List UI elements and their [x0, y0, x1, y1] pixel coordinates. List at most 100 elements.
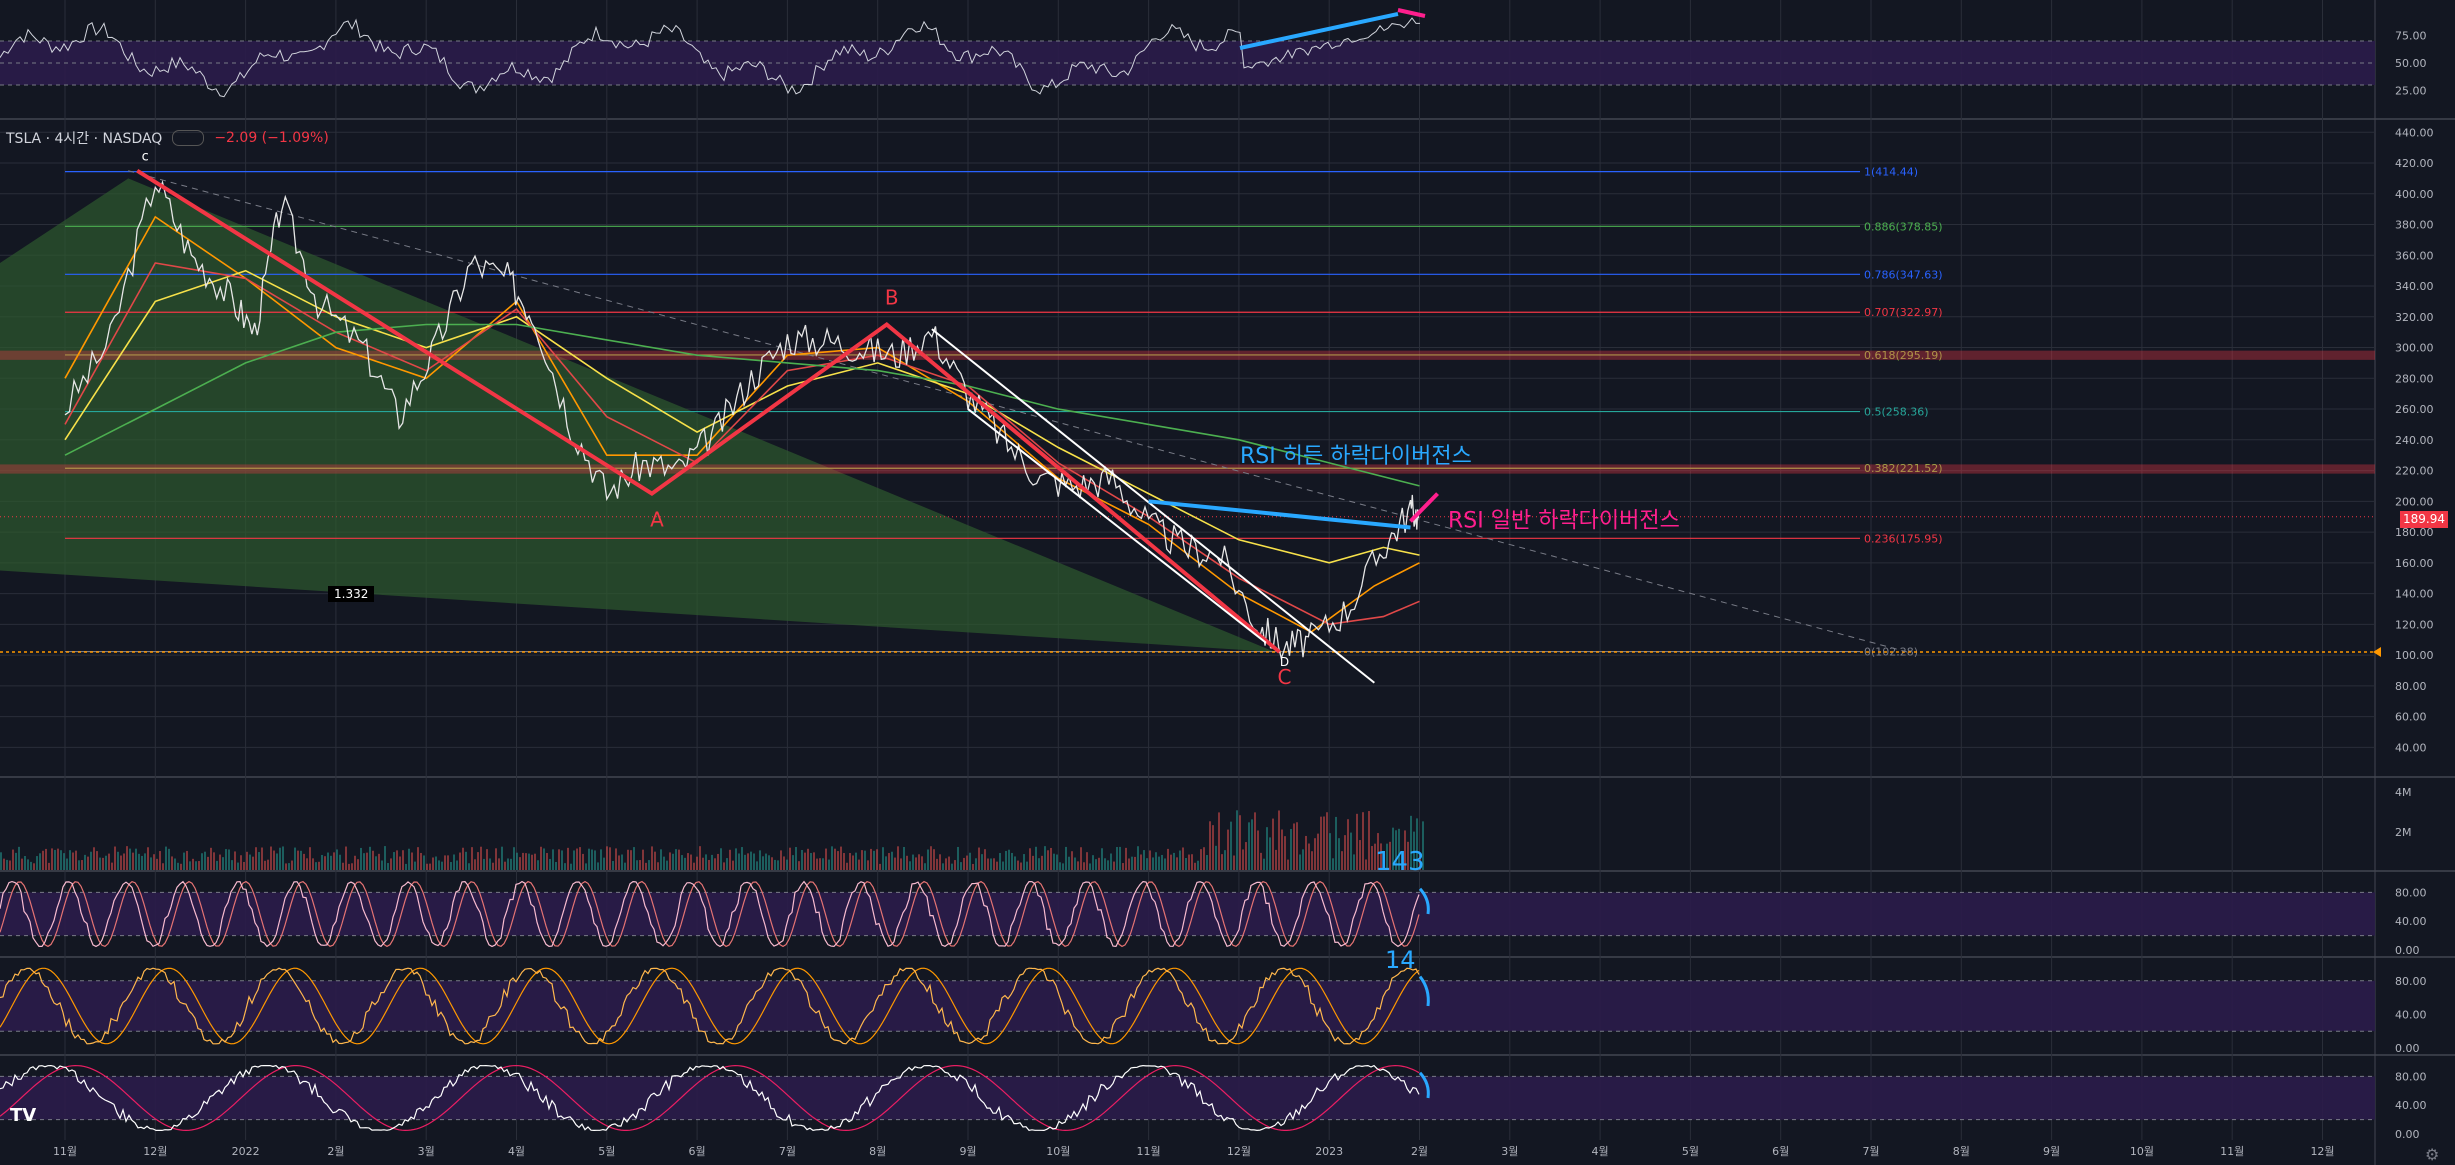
volume-bar	[93, 847, 95, 870]
volume-bar	[414, 861, 416, 870]
volume-bar	[441, 861, 443, 870]
stoch-tick-label: 0.00	[2395, 944, 2420, 957]
volume-bar	[393, 852, 395, 870]
price-tick-label: 420.00	[2395, 157, 2434, 170]
volume-bar	[573, 850, 575, 870]
volume-bar	[705, 854, 707, 870]
volume-bar	[549, 858, 551, 870]
volume-bar	[1026, 861, 1028, 870]
volume-bar	[612, 860, 614, 870]
volume-bar	[921, 856, 923, 870]
volume-bar	[342, 862, 344, 870]
volume-bar	[1383, 853, 1385, 870]
volume-bar	[843, 853, 845, 870]
volume-bar	[681, 855, 683, 870]
volume-bar	[1302, 849, 1304, 870]
price-tick-label: 320.00	[2395, 311, 2434, 324]
volume-tick-label: 4M	[2395, 786, 2412, 799]
volume-bar	[123, 853, 125, 870]
volume-bar	[966, 855, 968, 870]
volume-bar	[915, 857, 917, 870]
volume-bar	[669, 852, 671, 870]
volume-bar	[498, 858, 500, 870]
price-tick-label: 160.00	[2395, 557, 2434, 570]
volume-bar	[855, 852, 857, 870]
volume-bar	[1356, 813, 1358, 870]
volume-bar	[906, 855, 908, 870]
volume-bar	[621, 854, 623, 870]
volume-bar	[645, 862, 647, 870]
volume-bar	[672, 853, 674, 870]
volume-bar	[1020, 862, 1022, 870]
volume-bar	[1359, 840, 1361, 870]
volume-bar	[1257, 830, 1259, 870]
volume-bar	[822, 858, 824, 870]
x-tick-label: 2022	[232, 1145, 260, 1158]
volume-bar	[390, 858, 392, 870]
volume-bar	[783, 856, 785, 870]
volume-bar	[1053, 853, 1055, 870]
visibility-toggle[interactable]	[172, 130, 205, 146]
volume-bar	[111, 862, 113, 870]
volume-bar	[195, 861, 197, 870]
volume-bar	[1056, 854, 1058, 870]
volume-bar	[510, 858, 512, 870]
stoch-tick-label: 40.00	[2395, 1008, 2427, 1021]
volume-bar	[930, 846, 932, 870]
volume-bar	[885, 856, 887, 870]
fib-label: 0.618(295.19)	[1864, 349, 1943, 362]
fib-label: 0.236(175.95)	[1864, 532, 1943, 545]
volume-bar	[882, 847, 884, 870]
tradingview-logo-icon[interactable]: TV	[10, 1105, 37, 1126]
volume-bar	[384, 846, 386, 870]
volume-bar	[1287, 859, 1289, 870]
x-tick-label: 11월	[2220, 1145, 2244, 1158]
regular-divergence-line	[1409, 492, 1439, 523]
volume-bar	[1008, 849, 1010, 870]
volume-bar	[1386, 843, 1388, 870]
x-tick-label: 6월	[1772, 1145, 1789, 1158]
volume-bar	[228, 849, 230, 870]
volume-bar	[252, 856, 254, 870]
volume-bar	[1068, 856, 1070, 870]
volume-bar	[1239, 815, 1241, 870]
x-tick-label: 12월	[2310, 1145, 2334, 1158]
volume-bar	[540, 846, 542, 870]
volume-bar	[894, 857, 896, 870]
volume-bar	[1254, 812, 1256, 870]
volume-bar	[1182, 847, 1184, 870]
volume-bar	[1116, 847, 1118, 870]
volume-bar	[600, 849, 602, 870]
volume-bar	[1041, 855, 1043, 870]
volume-bar	[825, 848, 827, 870]
volume-bar	[456, 860, 458, 870]
rsi-line	[0, 17, 1420, 98]
hidden-divergence-label: RSI 히든 하락다이버전스	[1240, 444, 1472, 469]
volume-bar	[999, 853, 1001, 870]
volume-bar	[660, 849, 662, 870]
volume-bar	[696, 856, 698, 870]
volume-bar	[60, 850, 62, 870]
volume-bar	[861, 850, 863, 870]
volume-bar	[522, 852, 524, 870]
hand-annotation-1: 143	[1375, 847, 1425, 877]
volume-bar	[714, 858, 716, 870]
volume-bar	[1188, 854, 1190, 870]
volume-bar	[480, 846, 482, 870]
volume-bar	[1293, 823, 1295, 870]
rsi-divergence-line	[1397, 8, 1426, 18]
volume-bar	[1338, 838, 1340, 870]
volume-bar	[165, 846, 167, 870]
price-tick-label: 100.00	[2395, 649, 2434, 662]
volume-bar	[102, 857, 104, 870]
volume-bar	[372, 850, 374, 870]
volume-bar	[369, 846, 371, 870]
volume-bar	[1212, 825, 1214, 870]
volume-bar	[750, 851, 752, 870]
gear-icon[interactable]: ⚙	[2425, 1145, 2440, 1164]
volume-bar	[954, 860, 956, 870]
volume-bar	[1140, 854, 1142, 870]
volume-bar	[1398, 828, 1400, 870]
volume-bar	[528, 853, 530, 870]
